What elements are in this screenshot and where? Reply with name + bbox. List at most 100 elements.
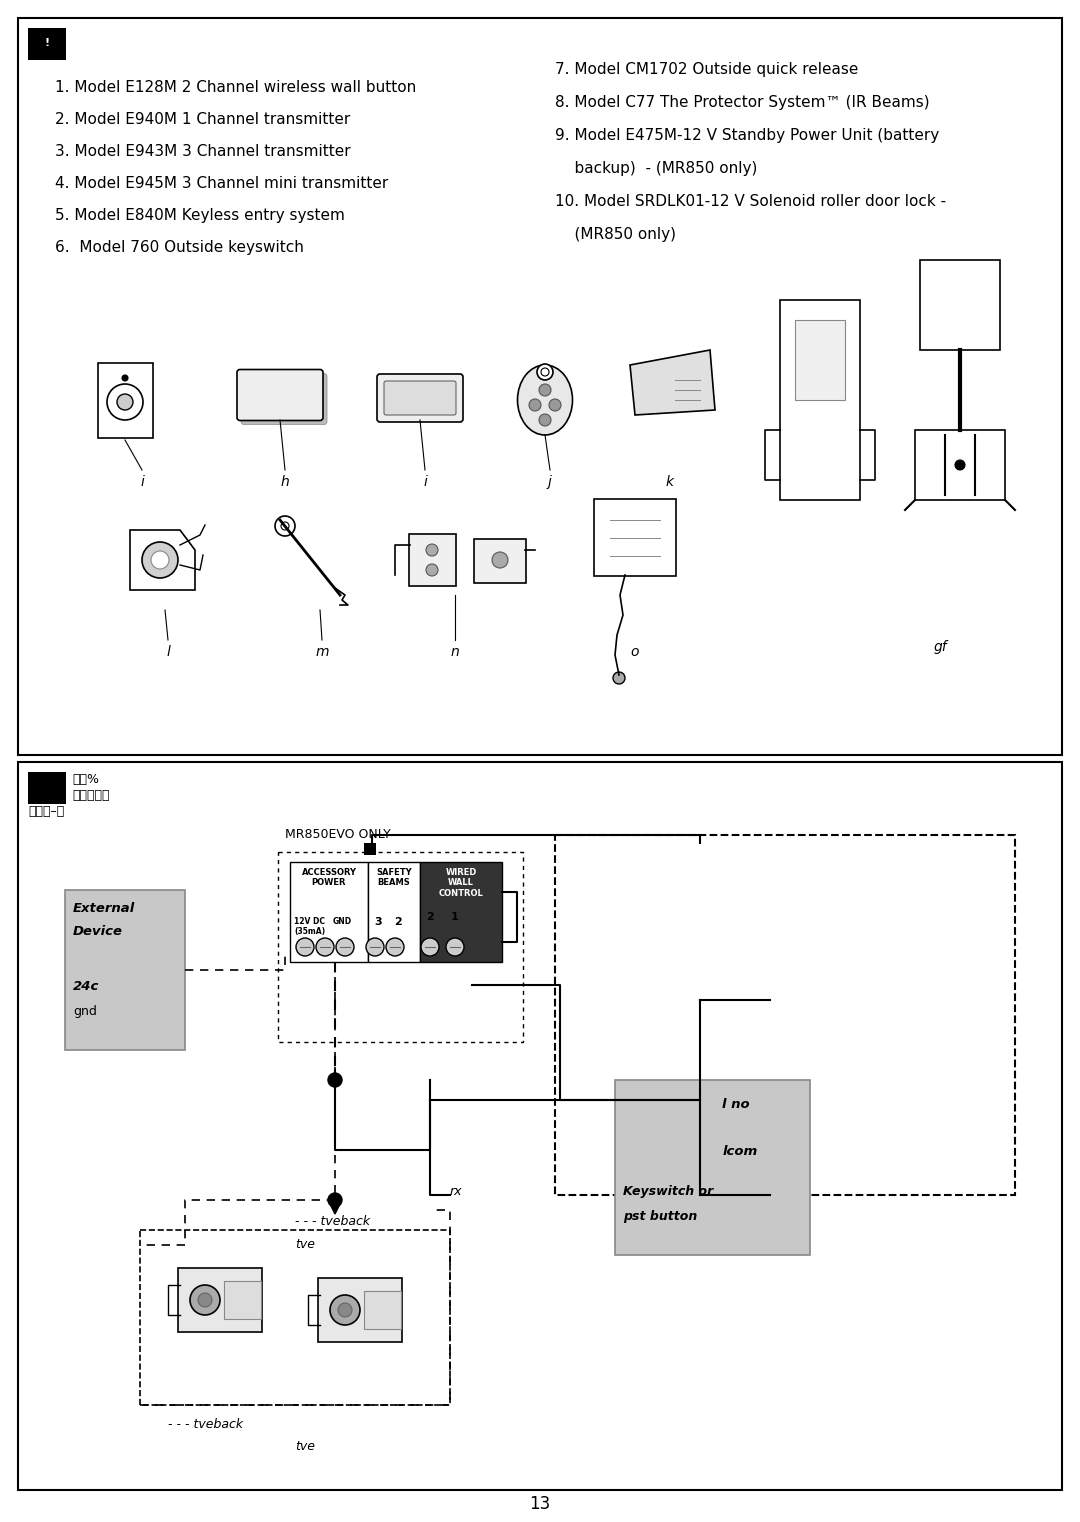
- Text: 1: 1: [451, 912, 459, 922]
- FancyBboxPatch shape: [474, 539, 526, 583]
- Text: 8. Model C77 The Protector System™ (IR Beams): 8. Model C77 The Protector System™ (IR B…: [555, 94, 930, 110]
- Circle shape: [336, 938, 354, 956]
- Text: !: !: [44, 38, 50, 49]
- Circle shape: [141, 542, 178, 578]
- Circle shape: [549, 399, 561, 411]
- Circle shape: [281, 522, 289, 530]
- Text: gf: gf: [933, 639, 947, 654]
- Circle shape: [338, 1303, 352, 1317]
- Circle shape: [330, 1295, 360, 1326]
- FancyBboxPatch shape: [377, 374, 463, 422]
- Text: 24c: 24c: [73, 980, 99, 992]
- Text: 4. Model E945M 3 Channel mini transmitter: 4. Model E945M 3 Channel mini transmitte…: [55, 177, 388, 190]
- Text: 3: 3: [374, 916, 382, 927]
- Text: 12V DC
(35mA): 12V DC (35mA): [295, 916, 325, 936]
- Text: (MR850 only): (MR850 only): [555, 227, 676, 242]
- FancyBboxPatch shape: [18, 763, 1062, 1490]
- FancyBboxPatch shape: [241, 373, 327, 425]
- Text: o: o: [631, 645, 639, 659]
- FancyBboxPatch shape: [780, 300, 860, 501]
- FancyBboxPatch shape: [384, 380, 456, 416]
- Text: External: External: [73, 903, 135, 915]
- Text: ค็%: ค็%: [72, 773, 99, 785]
- Circle shape: [275, 516, 295, 536]
- Circle shape: [613, 673, 625, 683]
- Text: Device: Device: [73, 925, 123, 938]
- Text: k: k: [666, 475, 674, 489]
- FancyBboxPatch shape: [409, 534, 456, 586]
- Circle shape: [426, 565, 438, 575]
- FancyBboxPatch shape: [278, 852, 523, 1043]
- Circle shape: [198, 1294, 212, 1307]
- Text: ข็ากโ: ข็ากโ: [72, 788, 109, 802]
- Text: MR850EVO ONLY: MR850EVO ONLY: [285, 828, 391, 842]
- FancyBboxPatch shape: [364, 1291, 401, 1329]
- Circle shape: [446, 938, 464, 956]
- Circle shape: [296, 938, 314, 956]
- Circle shape: [537, 364, 553, 380]
- Circle shape: [107, 384, 143, 420]
- Circle shape: [366, 938, 384, 956]
- FancyBboxPatch shape: [318, 1278, 402, 1342]
- Text: tve: tve: [295, 1440, 315, 1454]
- Circle shape: [492, 552, 508, 568]
- Circle shape: [328, 1073, 342, 1087]
- Ellipse shape: [517, 365, 572, 435]
- Circle shape: [426, 543, 438, 556]
- FancyBboxPatch shape: [368, 861, 420, 962]
- FancyBboxPatch shape: [920, 260, 1000, 350]
- FancyBboxPatch shape: [594, 499, 676, 575]
- Text: 5. Model E840M Keyless entry system: 5. Model E840M Keyless entry system: [55, 209, 345, 224]
- Text: GND: GND: [333, 916, 352, 925]
- Text: 2. Model E940M 1 Channel transmitter: 2. Model E940M 1 Channel transmitter: [55, 113, 350, 126]
- Text: gnd: gnd: [73, 1005, 97, 1018]
- Text: l no: l no: [723, 1097, 750, 1111]
- Text: 2: 2: [427, 912, 434, 922]
- Text: l: l: [166, 645, 170, 659]
- FancyBboxPatch shape: [615, 1081, 810, 1256]
- Text: h: h: [281, 475, 289, 489]
- Text: Keyswitch or: Keyswitch or: [623, 1186, 713, 1198]
- Text: 3. Model E943M 3 Channel transmitter: 3. Model E943M 3 Channel transmitter: [55, 145, 351, 158]
- Circle shape: [955, 460, 966, 470]
- Text: - - - tveback: - - - tveback: [168, 1419, 243, 1431]
- Circle shape: [529, 399, 541, 411]
- Circle shape: [541, 368, 549, 376]
- FancyBboxPatch shape: [224, 1282, 261, 1320]
- Circle shape: [421, 938, 438, 956]
- Circle shape: [122, 374, 129, 380]
- Text: tve: tve: [295, 1237, 315, 1251]
- Text: 10. Model SRDLK01-12 V Solenoid roller door lock -: 10. Model SRDLK01-12 V Solenoid roller d…: [555, 193, 946, 209]
- FancyBboxPatch shape: [28, 772, 66, 804]
- Circle shape: [386, 938, 404, 956]
- Text: 1. Model E128M 2 Channel wireless wall button: 1. Model E128M 2 Channel wireless wall b…: [55, 81, 416, 94]
- Text: SAFETY
BEAMS: SAFETY BEAMS: [376, 868, 411, 887]
- Text: 6.  Model 760 Outside keyswitch: 6. Model 760 Outside keyswitch: [55, 240, 303, 256]
- Text: pst button: pst button: [623, 1210, 698, 1224]
- Text: backup)  - (MR850 only): backup) - (MR850 only): [555, 161, 757, 177]
- FancyBboxPatch shape: [237, 370, 323, 420]
- Text: 2: 2: [394, 916, 402, 927]
- Text: i: i: [423, 475, 427, 489]
- Polygon shape: [130, 530, 195, 591]
- Text: lcom: lcom: [723, 1145, 757, 1158]
- FancyBboxPatch shape: [18, 18, 1062, 755]
- FancyBboxPatch shape: [420, 861, 502, 962]
- Circle shape: [316, 938, 334, 956]
- Text: กงก–ก: กงก–ก: [28, 805, 64, 817]
- Circle shape: [328, 1193, 342, 1207]
- Text: j: j: [548, 475, 552, 489]
- FancyBboxPatch shape: [28, 27, 66, 59]
- Text: rx: rx: [450, 1186, 462, 1198]
- Text: m: m: [315, 645, 328, 659]
- Text: i: i: [140, 475, 144, 489]
- Text: - - - tveback: - - - tveback: [295, 1215, 370, 1228]
- Text: n: n: [450, 645, 459, 659]
- FancyBboxPatch shape: [795, 320, 845, 400]
- Polygon shape: [630, 350, 715, 416]
- Circle shape: [539, 384, 551, 396]
- FancyBboxPatch shape: [178, 1268, 262, 1332]
- Circle shape: [539, 414, 551, 426]
- Text: 13: 13: [529, 1495, 551, 1513]
- FancyBboxPatch shape: [915, 431, 1005, 501]
